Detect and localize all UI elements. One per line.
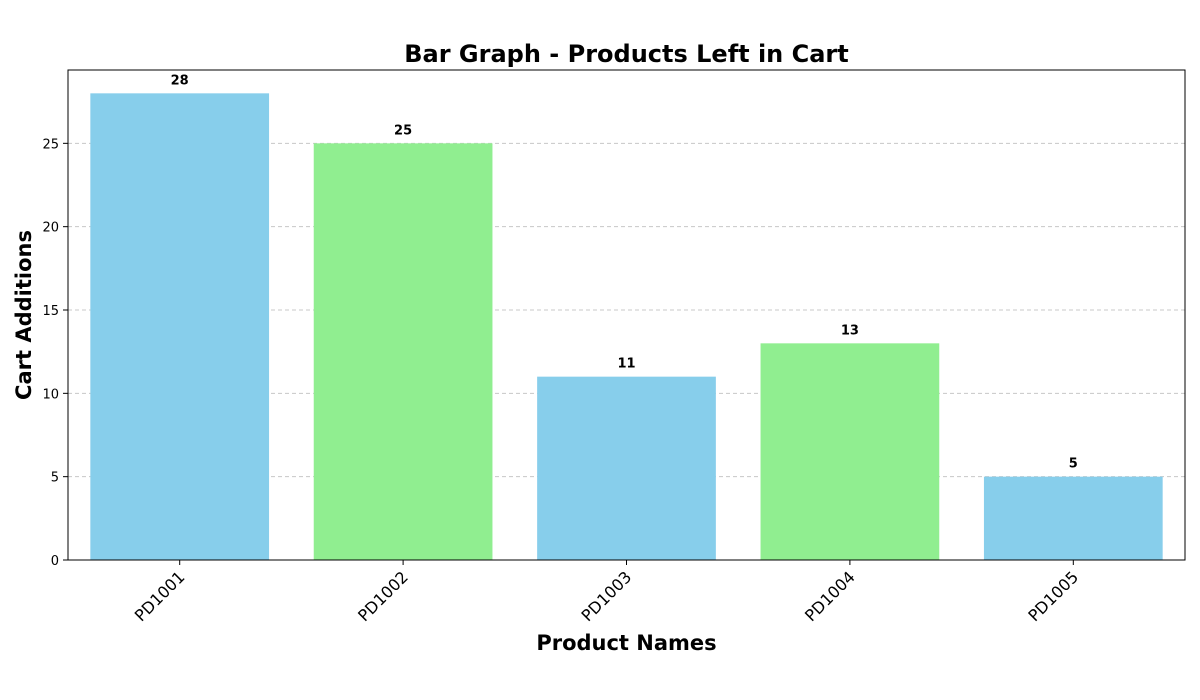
x-tick-label: PD1004	[801, 567, 859, 625]
y-tick-label: 20	[42, 221, 59, 236]
y-axis-label: Cart Additions	[12, 230, 36, 400]
bar-pd1001	[90, 93, 270, 560]
y-tick-label: 25	[42, 137, 59, 152]
bar-pd1005	[983, 476, 1163, 560]
bars	[90, 93, 1163, 561]
x-tick-label: PD1001	[131, 567, 189, 625]
x-tick-label: PD1003	[578, 567, 636, 625]
bar-pd1002	[313, 143, 493, 561]
data-label: 13	[841, 323, 859, 338]
x-axis-ticks: PD1001 PD1002 PD1003 PD1004 PD1005	[131, 560, 1082, 625]
data-labels: 28 25 11 13 5	[171, 73, 1078, 471]
bar-pd1004	[760, 343, 940, 560]
y-tick-label: 0	[51, 554, 59, 569]
data-label: 28	[171, 73, 189, 88]
chart-title: Bar Graph - Products Left in Cart	[404, 40, 849, 68]
bar-pd1003	[537, 376, 716, 560]
y-axis-ticks: 0 5 10 15 20 25	[42, 137, 68, 569]
data-label: 5	[1069, 457, 1078, 472]
x-tick-label: PD1005	[1024, 567, 1082, 625]
x-tick-label: PD1002	[354, 567, 412, 625]
y-tick-label: 5	[51, 471, 59, 486]
y-tick-label: 15	[42, 304, 59, 319]
x-axis-label: Product Names	[536, 631, 716, 655]
y-tick-label: 10	[42, 387, 59, 402]
data-label: 25	[394, 123, 412, 138]
data-label: 11	[617, 357, 635, 372]
